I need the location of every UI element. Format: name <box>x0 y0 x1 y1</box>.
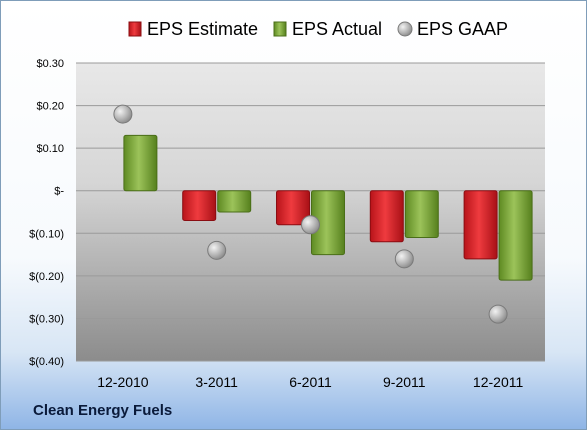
y-tick-label: $- <box>54 186 64 198</box>
y-tick-label: $0.10 <box>36 143 64 155</box>
y-tick-label: $(0.30) <box>29 313 64 325</box>
legend-gaap-swatch <box>397 21 413 37</box>
legend-estimate-swatch <box>128 21 142 37</box>
chart-legend: EPS Estimate EPS Actual EPS GAAP <box>128 19 508 39</box>
actual-bar <box>123 134 158 192</box>
x-axis-labels: 12-2010 3-2011 6-2011 9-2011 12-2011 <box>97 374 523 390</box>
actual-bar <box>217 190 252 213</box>
gaap-marker <box>394 249 414 269</box>
legend-label: EPS GAAP <box>417 19 508 39</box>
legend-label: EPS Actual <box>292 19 382 39</box>
gaap-marker <box>301 215 320 235</box>
gaap-marker <box>113 104 133 124</box>
estimate-bar <box>182 190 217 222</box>
x-category-label: 9-2011 <box>383 374 426 390</box>
y-tick-label: $0.20 <box>36 101 64 113</box>
y-tick-label: $(0.10) <box>29 228 64 240</box>
y-tick-label: $0.30 <box>36 58 64 70</box>
company-name: Clean Energy Fuels <box>33 402 173 419</box>
legend-label: EPS Estimate <box>147 19 258 39</box>
x-category-label: 6-2011 <box>289 374 332 390</box>
legend-actual-swatch <box>273 21 287 37</box>
estimate-bar <box>276 190 310 226</box>
estimate-bar <box>369 190 404 243</box>
x-category-label: 12-2011 <box>473 374 524 390</box>
legend-item: EPS Estimate <box>128 19 258 39</box>
x-category-label: 12-2010 <box>97 374 149 390</box>
gaap-marker <box>207 240 227 260</box>
y-axis-ticks: $0.30 $0.20 $0.10 $- $(0.10) $(0.20) $(0.30) $(… <box>29 58 64 368</box>
gaap-marker <box>488 304 508 324</box>
legend-item: EPS Actual <box>273 19 382 39</box>
y-tick-label: $(0.20) <box>29 271 64 283</box>
estimate-bar <box>463 190 498 260</box>
legend-item: EPS GAAP <box>397 19 508 39</box>
gaap-markers <box>113 104 508 324</box>
y-tick-label: $(0.40) <box>29 356 64 368</box>
actual-bar <box>404 190 439 239</box>
actual-bar <box>498 190 533 281</box>
x-category-label: 3-2011 <box>195 374 238 390</box>
bars <box>123 134 533 281</box>
